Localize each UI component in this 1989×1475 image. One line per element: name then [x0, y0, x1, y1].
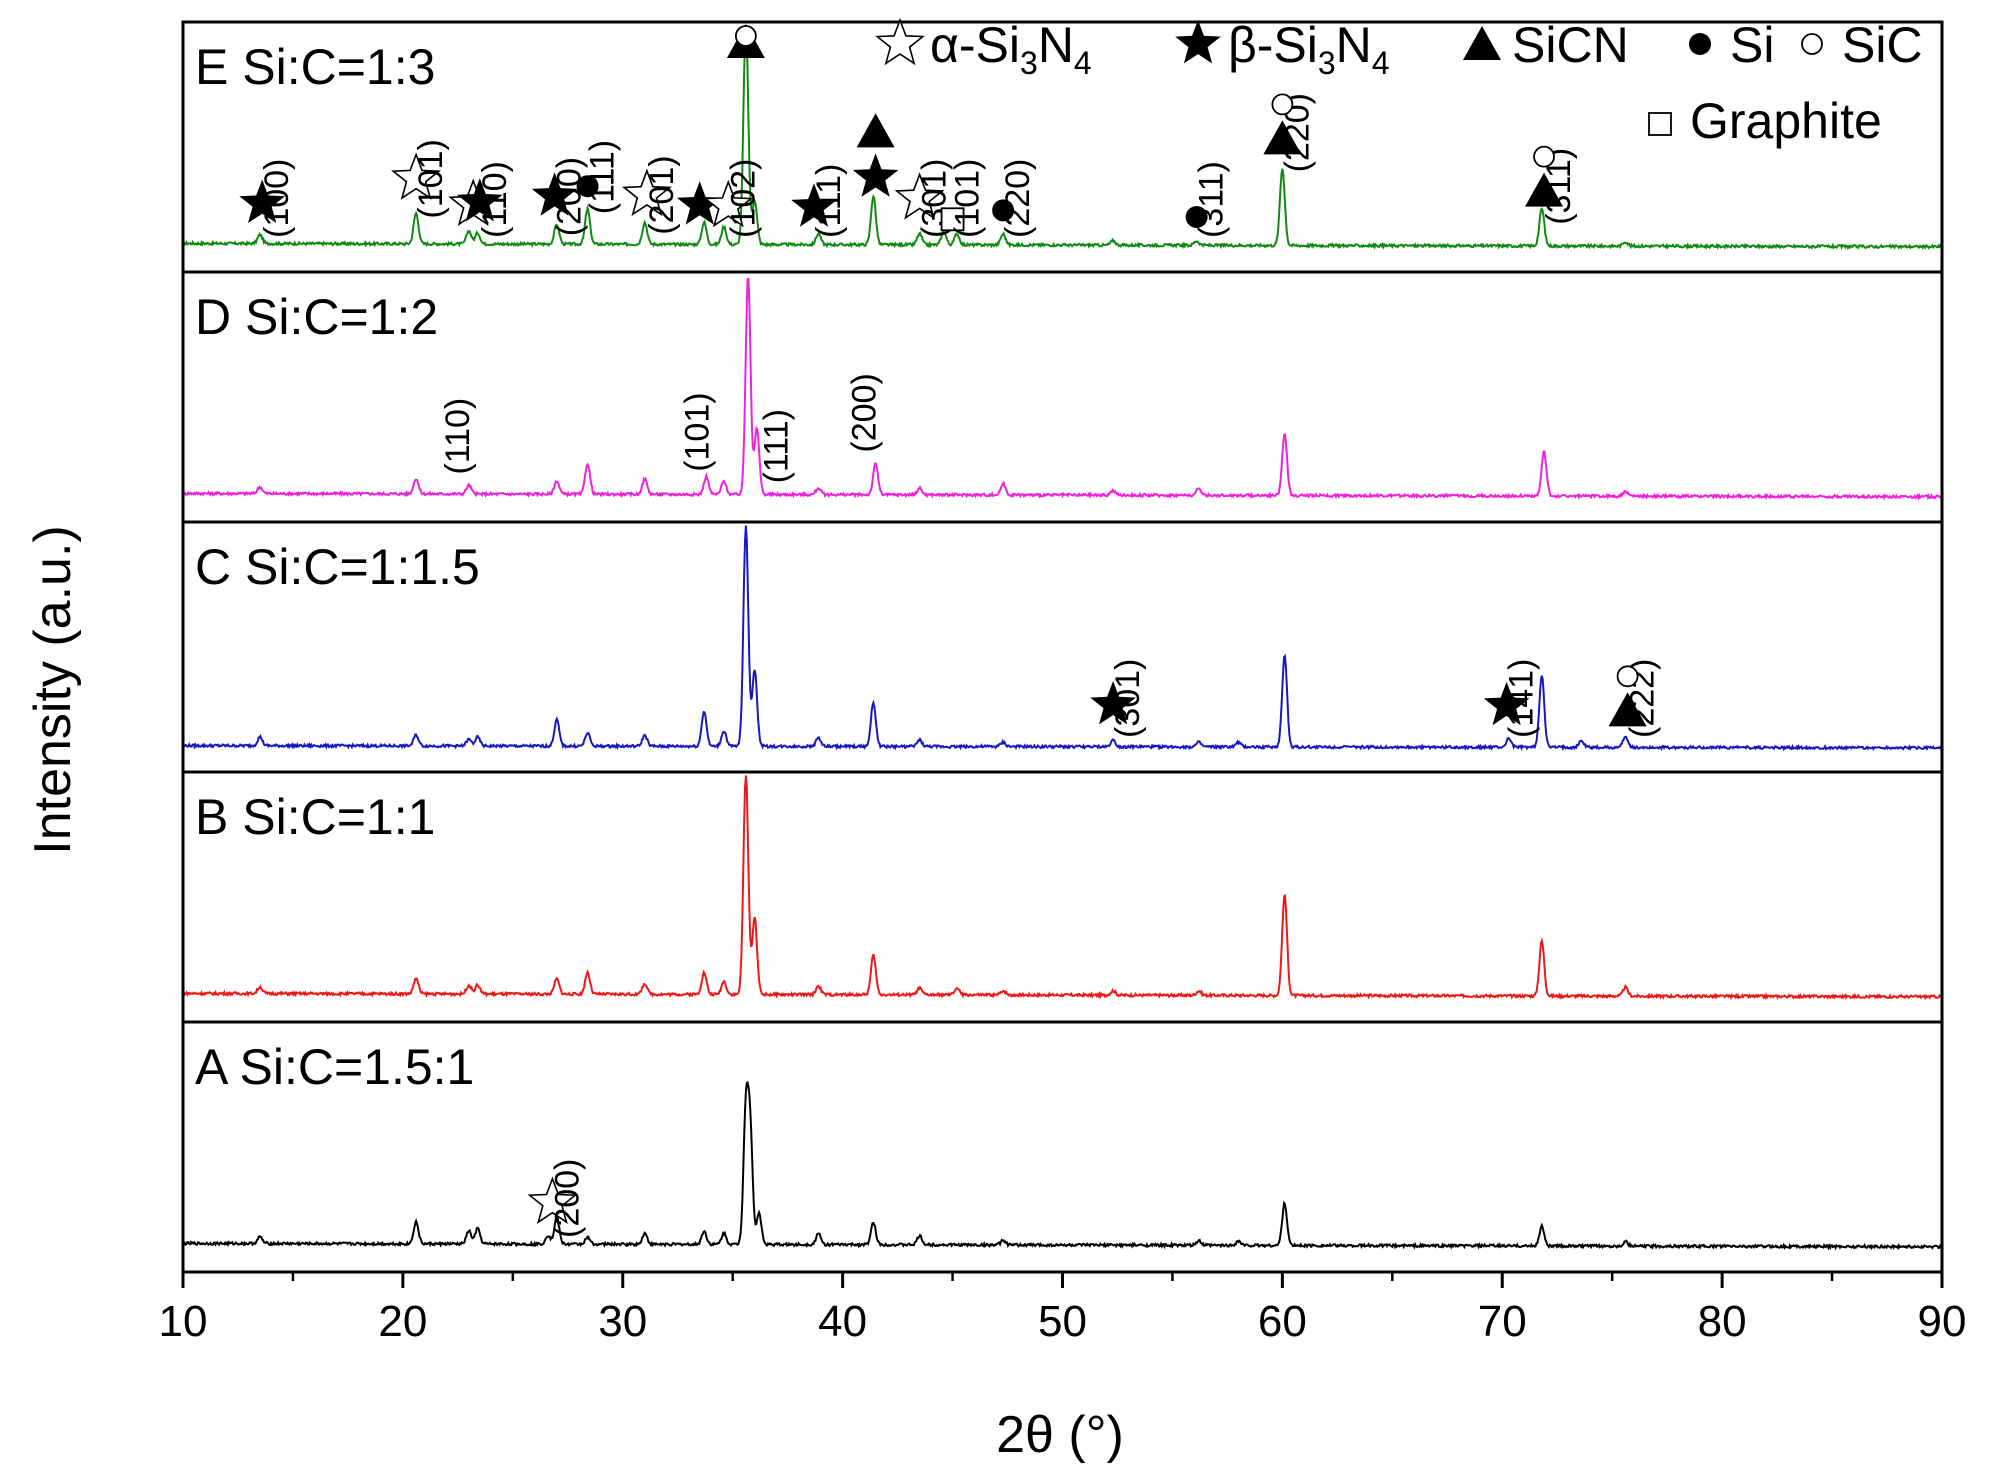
series-line	[183, 1081, 1942, 1251]
star-open-marker	[391, 152, 442, 200]
square-open-marker	[940, 207, 965, 232]
legend-entry: α-Si3N4	[875, 17, 1092, 81]
hkl-label: (311)	[1193, 161, 1231, 238]
x-tick-label: 30	[598, 1297, 647, 1346]
star-open-marker	[703, 179, 754, 228]
star-open-marker	[894, 172, 945, 220]
legend: α-Si3N4 β-Si3N4 SiCN Si SiC Graphite	[875, 17, 1923, 149]
circle-filled-legend-marker	[1689, 33, 1711, 55]
circle-open-marker	[734, 25, 757, 47]
hkl-label: (220)	[999, 159, 1037, 238]
panel: B Si:C=1:1	[181, 770, 1944, 1024]
legend-label: α-Si3N4	[930, 17, 1092, 81]
circle-open-marker	[1533, 145, 1555, 168]
square-open-legend-marker	[1648, 112, 1672, 136]
x-tick-label: 60	[1258, 1297, 1307, 1346]
y-axis-title: Intensity (a.u.)	[24, 525, 82, 854]
triangle-filled-legend-marker	[1463, 26, 1501, 60]
circle-open-legend-marker	[1801, 33, 1823, 55]
series-line	[183, 277, 1942, 501]
hkl-label: (110)	[439, 398, 477, 475]
hkl-label: (101)	[412, 139, 450, 218]
legend-label: Si	[1730, 17, 1774, 73]
circle-open-marker	[1616, 665, 1639, 688]
star-filled-marker	[531, 172, 578, 216]
series-line	[183, 25, 1942, 251]
hkl-label: (111)	[584, 140, 622, 214]
hkl-label: (200)	[551, 157, 589, 236]
star-filled-legend-marker	[1175, 20, 1221, 64]
series-line	[183, 775, 1942, 1001]
hkl-label: (141)	[1503, 659, 1541, 738]
hkl-label: (200)	[548, 1159, 586, 1238]
x-tick-label: 20	[378, 1297, 427, 1346]
x-tick-label: 10	[159, 1297, 208, 1346]
hkl-label: (101)	[679, 392, 717, 471]
hkl-label: (201)	[643, 155, 681, 234]
star-filled-marker	[239, 179, 285, 223]
hkl-label: (101)	[949, 159, 987, 238]
panel-label: B Si:C=1:1	[195, 789, 435, 845]
hkl-label: (110)	[476, 161, 514, 238]
x-tick-label: 80	[1698, 1297, 1747, 1346]
panel-frame	[181, 770, 1944, 1024]
legend-label: Graphite	[1690, 93, 1882, 149]
star-filled-marker	[676, 181, 723, 225]
panel: A Si:C=1.5:1 (200)	[181, 1020, 1944, 1274]
hkl-label: (100)	[258, 159, 296, 238]
star-filled-marker	[852, 153, 899, 197]
panel-label: C Si:C=1:1.5	[195, 539, 480, 595]
series-line	[183, 525, 1942, 752]
panel: D Si:C=1:2 (110) (101) (111) (200)	[181, 270, 1944, 524]
hkl-label: (111)	[810, 164, 848, 238]
legend-label: SiC	[1842, 17, 1923, 73]
x-tick-label: 70	[1478, 1297, 1527, 1346]
star-filled-marker	[791, 183, 837, 227]
panels-layer: E Si:C=1:3(100) (101) (110) (200)(111) (201)…	[181, 20, 1944, 1274]
panel-frame	[181, 270, 1944, 524]
hkl-label: (102)	[724, 159, 762, 238]
panel: E Si:C=1:3(100) (101) (110) (200)(111) (201)…	[181, 20, 1944, 274]
legend-entry: SiC	[1801, 17, 1923, 73]
hkl-label: (200)	[846, 373, 884, 452]
legend-label: β-Si3N4	[1228, 17, 1390, 81]
legend-entry: SiCN	[1463, 17, 1629, 73]
star-filled-marker	[1483, 681, 1530, 726]
panel: C Si:C=1:1.5(301) (141) (222)	[181, 520, 1944, 774]
legend-label: SiCN	[1512, 17, 1629, 73]
circle-filled-marker	[992, 199, 1015, 222]
x-tick-label: 90	[1918, 1297, 1967, 1346]
circle-filled-marker	[1185, 206, 1208, 228]
legend-entry: β-Si3N4	[1175, 17, 1390, 81]
legend-entry: Si	[1689, 17, 1774, 73]
star-filled-marker	[1090, 681, 1136, 725]
x-axis-title: 2θ (°)	[996, 1406, 1124, 1464]
legend-entry: Graphite	[1648, 93, 1882, 149]
circle-open-marker	[1271, 93, 1294, 116]
triangle-filled-marker	[1263, 120, 1302, 155]
star-filled-marker	[457, 178, 503, 222]
star-open-legend-marker	[875, 17, 925, 66]
panel-label: E Si:C=1:3	[195, 39, 435, 95]
x-axis: 10 20 30 40 50 60 70 80 90	[159, 1272, 1967, 1346]
panel-label: A Si:C=1.5:1	[195, 1039, 474, 1095]
triangle-filled-marker	[1608, 692, 1647, 727]
triangle-filled-marker	[856, 113, 895, 148]
triangle-filled-marker	[1525, 172, 1564, 207]
x-tick-label: 40	[818, 1297, 867, 1346]
hkl-label: (111)	[758, 409, 796, 483]
star-open-marker	[527, 1176, 578, 1224]
panel-label: D Si:C=1:2	[195, 289, 438, 345]
x-tick-label: 50	[1038, 1297, 1087, 1346]
circle-filled-marker	[576, 175, 599, 198]
hkl-label: (301)	[1109, 659, 1147, 738]
star-open-marker	[621, 168, 672, 217]
